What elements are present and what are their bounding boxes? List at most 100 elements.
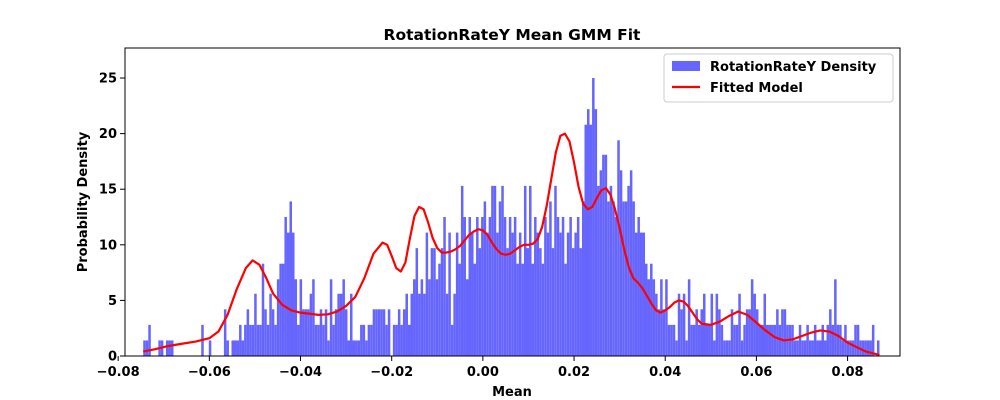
histogram-bar [443, 217, 446, 356]
histogram-bar [339, 293, 343, 356]
histogram-bar [612, 201, 615, 356]
histogram-bar [365, 340, 368, 356]
histogram-bar [876, 340, 880, 356]
histogram-bar [292, 232, 295, 356]
histogram-bar [531, 263, 535, 356]
y-tick-label: 5 [108, 294, 117, 309]
histogram-bar [546, 232, 550, 356]
histogram-bar [672, 324, 676, 356]
histogram-bar [554, 185, 557, 356]
histogram-bar [518, 232, 522, 356]
histogram-bar [455, 232, 459, 356]
histogram-bar [254, 293, 257, 356]
histogram-bar [723, 340, 726, 356]
y-tick-label: 15 [99, 183, 117, 198]
histogram-bar [168, 340, 171, 356]
histogram-bar [803, 340, 807, 356]
histogram-bar [314, 324, 318, 356]
histogram-bar [367, 324, 371, 356]
histogram-bar [498, 201, 502, 356]
histogram-bar [740, 340, 744, 356]
histogram-bar [602, 154, 605, 356]
histogram-bar [758, 324, 761, 356]
histogram-bar [473, 263, 477, 356]
histogram-bar [662, 309, 666, 356]
histogram-bar [453, 293, 456, 356]
histogram-bar [745, 309, 749, 356]
histogram-bar [869, 340, 872, 356]
y-axis-label: Probability Density [76, 131, 91, 272]
histogram-bar [839, 324, 842, 356]
x-tick-label: −0.02 [370, 365, 413, 380]
histogram-bar [362, 324, 366, 356]
histogram-bar [476, 217, 479, 356]
histogram-bar [644, 263, 648, 356]
histogram-bar [755, 309, 759, 356]
histogram-bar [478, 248, 482, 356]
histogram-bar [508, 217, 512, 356]
histogram-bar [589, 124, 593, 356]
histogram-bar [251, 324, 255, 356]
histogram-bar [284, 217, 287, 356]
histogram-bar [730, 309, 734, 356]
histogram-bar [816, 340, 819, 356]
histogram-bar [778, 324, 782, 356]
histogram-bar [261, 263, 265, 356]
histogram-bar [501, 185, 504, 356]
histogram-bar [607, 201, 610, 356]
histogram-bar [450, 324, 454, 356]
histogram-bar [513, 217, 517, 356]
histogram-bar [402, 309, 406, 356]
histogram-bar [768, 324, 772, 356]
histogram-bar [430, 248, 434, 356]
histogram-bar [266, 324, 270, 356]
histogram-bar [249, 324, 252, 356]
histogram-bar [241, 340, 245, 356]
x-axis-label: Mean [492, 385, 532, 400]
histogram-bar [445, 293, 449, 356]
histogram-bar [410, 293, 414, 356]
histogram-bar [281, 263, 285, 356]
histogram-bar [541, 263, 545, 356]
histogram-bar [312, 279, 315, 356]
histogram-bar [397, 309, 401, 356]
fitted-model-line [143, 132, 880, 356]
x-tick-label: −0.08 [97, 365, 140, 380]
histogram-bar [370, 324, 373, 356]
histogram-bar [460, 185, 464, 356]
histogram-bar [594, 109, 598, 356]
histogram-bar [609, 185, 613, 356]
histogram-bar [617, 140, 620, 356]
histogram-bar [317, 324, 320, 356]
histogram-bar [715, 293, 719, 356]
histogram-bar [355, 340, 358, 356]
histogram-bar [660, 279, 663, 356]
histogram-bar [579, 248, 582, 356]
histogram-bar [256, 324, 260, 356]
histogram-bar [571, 248, 575, 356]
histogram-bar [753, 293, 756, 356]
histogram-bar [597, 185, 600, 356]
histogram-bar [342, 279, 345, 356]
histogram-bar [796, 340, 799, 356]
histogram-bar [372, 309, 376, 356]
histogram-bar [407, 324, 411, 356]
histogram-bar [629, 170, 633, 356]
histogram-bar [276, 279, 280, 356]
x-tick-label: 0.08 [832, 365, 864, 380]
y-tick-label: 20 [99, 127, 117, 142]
y-tick-label: 10 [99, 238, 117, 253]
histogram-bar [327, 340, 330, 356]
histogram-bar [771, 324, 774, 356]
histogram-bar [566, 232, 570, 356]
histogram-bar [435, 279, 439, 356]
histogram-bar [690, 324, 693, 356]
histogram-bar [302, 309, 305, 356]
histogram-bar [639, 232, 643, 356]
histogram-bar [624, 201, 628, 356]
histogram-bar [259, 324, 262, 356]
plot-frame [124, 47, 901, 357]
histogram-bar [793, 340, 797, 356]
histogram-bar [483, 201, 487, 356]
